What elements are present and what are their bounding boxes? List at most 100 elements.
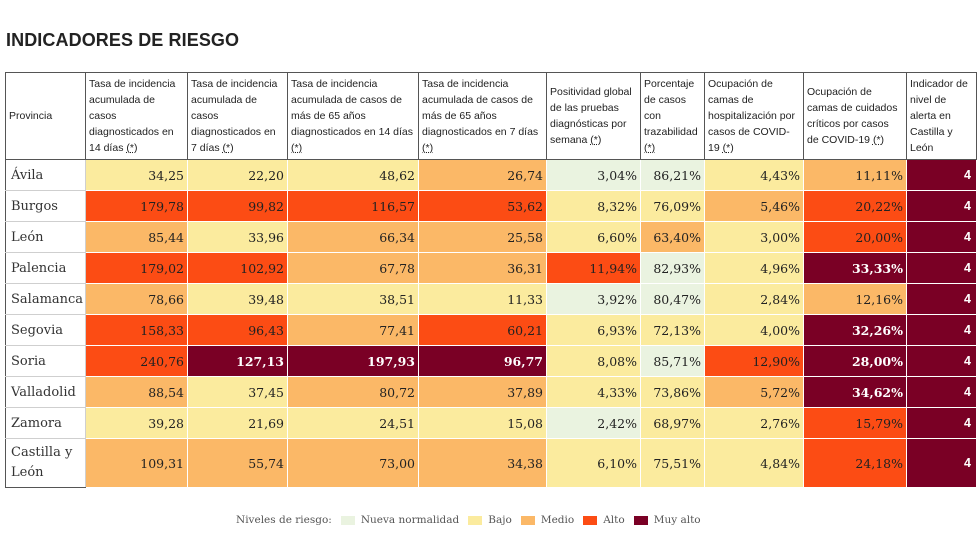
indicator-value-cell: 2,42% bbox=[546, 407, 641, 439]
indicator-value-cell: 72,13% bbox=[640, 314, 705, 346]
indicator-value-cell: 8,32% bbox=[546, 190, 641, 222]
indicator-value-cell: 37,89 bbox=[418, 376, 547, 408]
risk-legend: Niveles de riesgo: Nueva normalidad Bajo… bbox=[236, 514, 701, 526]
indicator-value-cell: 11,33 bbox=[418, 283, 547, 315]
asterisk-link[interactable]: (*) bbox=[722, 142, 734, 154]
province-name-cell: Segovia bbox=[5, 314, 86, 346]
indicator-value-cell: 60,21 bbox=[418, 314, 547, 346]
indicator-value-cell: 6,93% bbox=[546, 314, 641, 346]
header-cell-positividad: Positividad global de las pruebas diagnó… bbox=[546, 72, 641, 160]
legend-swatch bbox=[340, 515, 355, 525]
indicator-value-cell: 12,90% bbox=[704, 345, 804, 377]
table-row: Zamora 39,28 21,69 24,51 15,08 2,42% 68,97% 2,7… bbox=[5, 407, 977, 439]
table-row: Segovia 158,33 96,43 77,41 60,21 6,93% 72,13% 4… bbox=[5, 314, 977, 346]
indicator-value-cell: 5,72% bbox=[704, 376, 804, 408]
table-row: Castilla y León 109,31 55,74 73,00 34,38 6,10… bbox=[5, 438, 977, 488]
indicator-value-cell: 197,93 bbox=[287, 345, 419, 377]
header-cell-incidencia-7d: Tasa de incidencia acumulada de casos di… bbox=[187, 72, 288, 160]
table-row: Palencia 179,02 102,92 67,78 36,31 11,94% 82,9… bbox=[5, 252, 977, 284]
alert-level-cell: 4 bbox=[906, 252, 977, 284]
indicator-value-cell: 39,28 bbox=[85, 407, 188, 439]
indicator-value-cell: 37,45 bbox=[187, 376, 288, 408]
indicator-value-cell: 116,57 bbox=[287, 190, 419, 222]
indicator-value-cell: 3,04% bbox=[546, 159, 641, 191]
indicator-value-cell: 20,00% bbox=[803, 221, 907, 253]
legend-swatch bbox=[583, 515, 598, 525]
indicator-value-cell: 33,33% bbox=[803, 252, 907, 284]
indicator-value-cell: 78,66 bbox=[85, 283, 188, 315]
alert-level-cell: 4 bbox=[906, 221, 977, 253]
table-body: Ávila 34,25 22,20 48,62 26,74 3,04% 86,21% 4,43… bbox=[5, 159, 977, 488]
province-name-cell: León bbox=[5, 221, 86, 253]
indicator-value-cell: 3,92% bbox=[546, 283, 641, 315]
legend-item-nueva-normalidad: Nueva normalidad bbox=[340, 514, 459, 526]
indicator-value-cell: 109,31 bbox=[85, 438, 188, 488]
indicator-value-cell: 66,34 bbox=[287, 221, 419, 253]
asterisk-link[interactable]: (*) bbox=[291, 142, 303, 154]
indicator-value-cell: 36,31 bbox=[418, 252, 547, 284]
province-name-cell: Castilla y León bbox=[5, 438, 86, 488]
indicator-value-cell: 85,44 bbox=[85, 221, 188, 253]
indicator-value-cell: 76,09% bbox=[640, 190, 705, 222]
indicator-value-cell: 4,33% bbox=[546, 376, 641, 408]
indicator-value-cell: 11,11% bbox=[803, 159, 907, 191]
alert-level-cell: 4 bbox=[906, 438, 977, 488]
table-row: Valladolid 88,54 37,45 80,72 37,89 4,33% 73,86… bbox=[5, 376, 977, 408]
indicator-value-cell: 53,62 bbox=[418, 190, 547, 222]
indicator-value-cell: 4,00% bbox=[704, 314, 804, 346]
indicator-value-cell: 73,86% bbox=[640, 376, 705, 408]
page-title: INDICADORES DE RIESGO bbox=[6, 30, 240, 50]
indicator-value-cell: 240,76 bbox=[85, 345, 188, 377]
legend-swatch bbox=[468, 515, 483, 525]
province-name-cell: Burgos bbox=[5, 190, 86, 222]
alert-level-cell: 4 bbox=[906, 283, 977, 315]
indicator-value-cell: 24,18% bbox=[803, 438, 907, 488]
indicator-value-cell: 179,02 bbox=[85, 252, 188, 284]
indicator-value-cell: 99,82 bbox=[187, 190, 288, 222]
asterisk-link[interactable]: (*) bbox=[644, 142, 656, 154]
indicator-value-cell: 6,10% bbox=[546, 438, 641, 488]
indicator-value-cell: 4,84% bbox=[704, 438, 804, 488]
table-row: Ávila 34,25 22,20 48,62 26,74 3,04% 86,21% 4,43… bbox=[5, 159, 977, 191]
indicator-value-cell: 179,78 bbox=[85, 190, 188, 222]
indicator-value-cell: 6,60% bbox=[546, 221, 641, 253]
indicator-value-cell: 158,33 bbox=[85, 314, 188, 346]
indicator-value-cell: 15,08 bbox=[418, 407, 547, 439]
header-row: Provincia Tasa de incidencia acumulada d… bbox=[5, 72, 977, 160]
alert-level-cell: 4 bbox=[906, 190, 977, 222]
indicator-value-cell: 20,22% bbox=[803, 190, 907, 222]
asterisk-link[interactable]: (*) bbox=[222, 142, 234, 154]
indicator-value-cell: 96,43 bbox=[187, 314, 288, 346]
asterisk-link[interactable]: (*) bbox=[126, 142, 138, 154]
indicator-value-cell: 77,41 bbox=[287, 314, 419, 346]
indicator-value-cell: 21,69 bbox=[187, 407, 288, 439]
indicator-value-cell: 75,51% bbox=[640, 438, 705, 488]
asterisk-link[interactable]: (*) bbox=[872, 134, 885, 146]
alert-level-cell: 4 bbox=[906, 314, 977, 346]
header-cell-ocupacion-uci: Ocupación de camas de cuidados críticos … bbox=[803, 72, 907, 160]
risk-indicators-table: Provincia Tasa de incidencia acumulada d… bbox=[5, 72, 977, 488]
province-name-cell: Soria bbox=[5, 345, 86, 377]
indicator-value-cell: 80,72 bbox=[287, 376, 419, 408]
indicator-value-cell: 15,79% bbox=[803, 407, 907, 439]
indicator-value-cell: 8,08% bbox=[546, 345, 641, 377]
indicator-value-cell: 5,46% bbox=[704, 190, 804, 222]
indicator-value-cell: 88,54 bbox=[85, 376, 188, 408]
indicator-value-cell: 86,21% bbox=[640, 159, 705, 191]
legend-item-bajo: Bajo bbox=[468, 514, 512, 526]
legend-label: Niveles de riesgo: bbox=[236, 514, 332, 526]
indicator-value-cell: 2,76% bbox=[704, 407, 804, 439]
legend-item-medio: Medio bbox=[520, 514, 574, 526]
indicator-value-cell: 73,00 bbox=[287, 438, 419, 488]
legend-item-muy-alto: Muy alto bbox=[633, 514, 701, 526]
indicator-value-cell: 85,71% bbox=[640, 345, 705, 377]
indicator-value-cell: 34,25 bbox=[85, 159, 188, 191]
legend-swatch bbox=[520, 515, 535, 525]
indicator-value-cell: 38,51 bbox=[287, 283, 419, 315]
asterisk-link[interactable]: (*) bbox=[422, 142, 434, 154]
alert-level-cell: 4 bbox=[906, 345, 977, 377]
province-name-cell: Palencia bbox=[5, 252, 86, 284]
indicator-value-cell: 12,16% bbox=[803, 283, 907, 315]
indicator-value-cell: 24,51 bbox=[287, 407, 419, 439]
asterisk-link[interactable]: (*) bbox=[590, 134, 602, 146]
